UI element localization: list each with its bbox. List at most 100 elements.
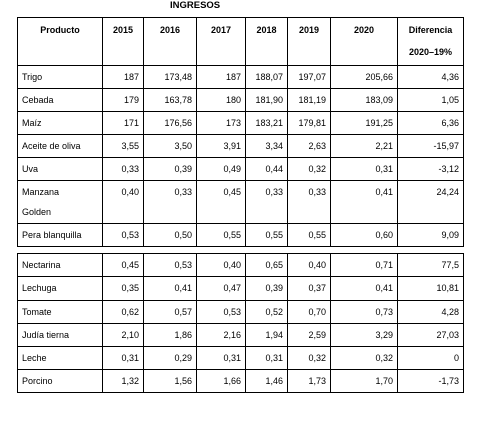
product-cell: Cebada (17, 88, 103, 112)
income-table: Nectarina 0,45 0,53 0,40 0,65 0,40 0,71 77,5 Lec… (17, 253, 464, 393)
value-cell: 1,46 (245, 369, 288, 393)
value-cell: 0,41 (143, 276, 197, 301)
value-cell: 0,49 (196, 157, 246, 181)
value-cell: 0,60 (330, 223, 398, 247)
value-cell: 0,65 (245, 253, 288, 277)
data-row: Tomate 0,62 0,57 0,53 0,52 0,70 0,73 4,28 (17, 300, 464, 324)
value-cell: 1,94 (245, 323, 288, 347)
value-cell: 0,45 (102, 253, 144, 277)
value-cell: 0,40 (287, 253, 331, 277)
value-cell: 0,50 (143, 223, 197, 247)
value-cell: 181,90 (245, 88, 288, 112)
value-cell: 1,56 (143, 369, 197, 393)
data-row: Uva 0,33 0,39 0,49 0,44 0,32 0,31 -3,12 (17, 157, 464, 181)
value-cell: 0,33 (245, 180, 288, 224)
value-cell: 4,36 (397, 65, 464, 89)
product-cell: Porcino (17, 369, 103, 393)
value-cell: 0,31 (330, 157, 398, 181)
header-row: Producto 2015 2016 2017 2018 2019 2020 Diferenc… (17, 17, 464, 66)
value-cell: 183,21 (245, 111, 288, 135)
value-cell: 0,33 (287, 180, 331, 224)
value-cell: 3,91 (196, 134, 246, 158)
table-title: INGRESOS (170, 0, 221, 11)
value-cell: 173,48 (143, 65, 197, 89)
value-cell: 0,32 (287, 157, 331, 181)
data-row: Manzana Golden 0,40 0,33 0,45 0,33 0,33 0,41 24,… (17, 180, 464, 224)
data-row: Aceite de oliva 3,55 3,50 3,91 3,34 2,63 2,21-… (17, 134, 464, 158)
value-cell: 1,73 (287, 369, 331, 393)
header-cell: 2016 (143, 17, 197, 66)
value-cell: 0,37 (287, 276, 331, 301)
value-cell: 0,45 (196, 180, 246, 224)
header-cell: 2020 (330, 17, 398, 66)
value-cell: 183,09 (330, 88, 398, 112)
value-cell: 0,57 (143, 300, 197, 324)
product-cell: Aceite de oliva (17, 134, 103, 158)
value-cell: 27,03 (397, 323, 464, 347)
value-cell: 0,39 (143, 157, 197, 181)
value-cell: 173 (196, 111, 246, 135)
value-cell: -1,73 (397, 369, 464, 393)
value-cell: 187 (196, 65, 246, 89)
value-cell: 0,53 (196, 300, 246, 324)
value-cell: 0,55 (196, 223, 246, 247)
value-cell: 0,31 (196, 346, 246, 370)
value-cell: 3,55 (102, 134, 144, 158)
header-cell: 2015 (102, 17, 144, 66)
cell-line: Manzana (22, 187, 60, 197)
value-cell: 0,70 (287, 300, 331, 324)
value-cell: 0,73 (330, 300, 398, 324)
value-cell: 0,29 (143, 346, 197, 370)
value-cell: 0,32 (287, 346, 331, 370)
value-cell: 163,78 (143, 88, 197, 112)
data-row: Judía tierna 2,10 1,86 2,16 1,94 2,59 3,29 27,0… (17, 323, 464, 347)
data-row: Nectarina 0,45 0,53 0,40 0,65 0,40 0,71 77,5 (17, 253, 464, 277)
value-cell: 0,55 (287, 223, 331, 247)
value-cell: 0,71 (330, 253, 398, 277)
cell-line: Diferencia (408, 25, 453, 35)
value-cell: 180 (196, 88, 246, 112)
product-cell: Manzana Golden (17, 180, 103, 224)
value-cell: 0,41 (330, 276, 398, 301)
value-cell: 0,53 (143, 253, 197, 277)
value-cell: 0 (397, 346, 464, 370)
value-cell: 3,34 (245, 134, 288, 158)
value-cell: 2,59 (287, 323, 331, 347)
value-cell: 0,52 (245, 300, 288, 324)
value-cell: 0,44 (245, 157, 288, 181)
cell-line: 2020–19% (408, 47, 453, 57)
value-cell: 0,33 (102, 157, 144, 181)
value-cell: 0,31 (102, 346, 144, 370)
value-cell: -3,12 (397, 157, 464, 181)
value-cell: 0,33 (143, 180, 197, 224)
value-cell: 0,62 (102, 300, 144, 324)
value-cell: 2,63 (287, 134, 331, 158)
value-cell: 187 (102, 65, 144, 89)
value-cell: 188,07 (245, 65, 288, 89)
value-cell: 0,35 (102, 276, 144, 301)
value-cell: 0,40 (196, 253, 246, 277)
value-cell: 1,05 (397, 88, 464, 112)
value-cell: 6,36 (397, 111, 464, 135)
value-cell: 197,07 (287, 65, 331, 89)
data-row: Porcino 1,32 1,56 1,66 1,46 1,73 1,70 -1,73 (17, 369, 464, 393)
value-cell: -15,97 (397, 134, 464, 158)
value-cell: 77,5 (397, 253, 464, 277)
value-cell: 181,19 (287, 88, 331, 112)
value-cell: 205,66 (330, 65, 398, 89)
value-cell: 0,40 (102, 180, 144, 224)
value-cell: 3,29 (330, 323, 398, 347)
value-cell: 1,66 (196, 369, 246, 393)
value-cell: 179,81 (287, 111, 331, 135)
value-cell: 1,70 (330, 369, 398, 393)
data-row: Pera blanquilla 0,53 0,50 0,55 0,55 0,55 0,60 9… (17, 223, 464, 247)
cell-line: Golden (22, 207, 52, 217)
value-cell: 2,10 (102, 323, 144, 347)
header-cell: 2019 (287, 17, 331, 66)
value-cell: 2,16 (196, 323, 246, 347)
value-cell: 0,53 (102, 223, 144, 247)
value-cell: 4,28 (397, 300, 464, 324)
value-cell: 1,32 (102, 369, 144, 393)
value-cell: 1,86 (143, 323, 197, 347)
